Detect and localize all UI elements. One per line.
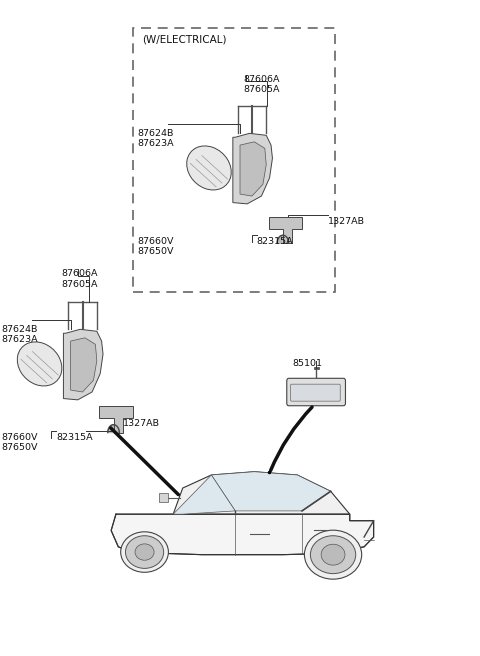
Polygon shape [99, 406, 132, 432]
Ellipse shape [17, 342, 62, 386]
Polygon shape [233, 133, 273, 204]
Bar [132, 28, 336, 292]
Polygon shape [277, 236, 288, 243]
Polygon shape [269, 217, 302, 243]
Ellipse shape [135, 544, 154, 560]
Polygon shape [173, 472, 350, 514]
FancyBboxPatch shape [287, 379, 346, 405]
Bar [159, 493, 168, 502]
Polygon shape [240, 142, 266, 196]
Ellipse shape [321, 544, 345, 565]
Text: 87660V
87650V: 87660V 87650V [1, 432, 38, 452]
Ellipse shape [125, 536, 164, 568]
Ellipse shape [187, 146, 231, 190]
Ellipse shape [304, 530, 362, 579]
Ellipse shape [311, 536, 356, 573]
Text: 87606A
87605A: 87606A 87605A [61, 269, 97, 289]
Text: 87624B
87623A: 87624B 87623A [137, 129, 174, 148]
Text: 87624B
87623A: 87624B 87623A [1, 325, 38, 344]
Polygon shape [211, 472, 331, 511]
Text: 87606A
87605A: 87606A 87605A [244, 75, 280, 94]
Polygon shape [71, 338, 97, 392]
Ellipse shape [120, 532, 168, 572]
FancyBboxPatch shape [290, 384, 340, 401]
Polygon shape [108, 424, 119, 432]
Text: 82315A: 82315A [56, 432, 93, 441]
Text: (W/ELECTRICAL): (W/ELECTRICAL) [142, 34, 227, 44]
Polygon shape [111, 514, 373, 555]
Polygon shape [173, 475, 235, 514]
Text: 85101: 85101 [292, 359, 323, 369]
Text: 87660V
87650V: 87660V 87650V [137, 237, 174, 256]
Text: 1327AB: 1327AB [123, 419, 160, 428]
Polygon shape [63, 329, 103, 400]
Text: 1327AB: 1327AB [328, 217, 365, 226]
Text: 82315A: 82315A [257, 237, 293, 245]
